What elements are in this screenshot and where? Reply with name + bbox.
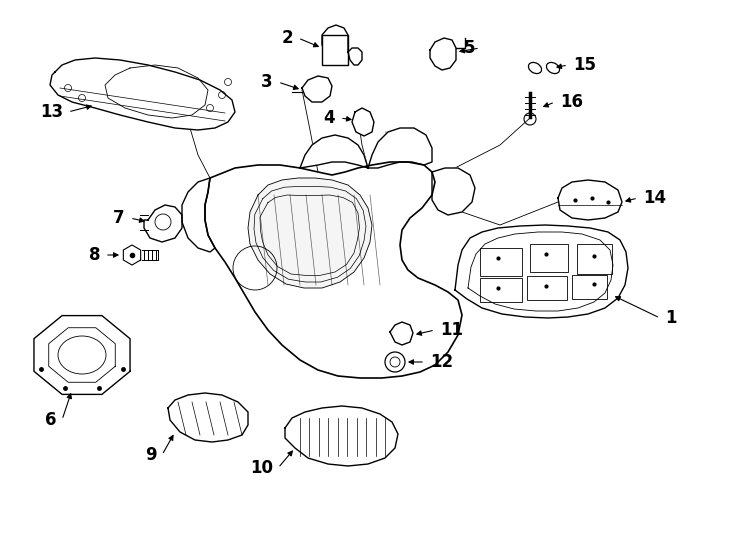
Bar	[577, 244, 612, 274]
Text: 6: 6	[46, 411, 57, 429]
Polygon shape	[368, 128, 432, 168]
Polygon shape	[390, 322, 413, 345]
Text: 12: 12	[430, 353, 453, 371]
Bar	[322, 35, 348, 65]
Polygon shape	[432, 168, 475, 215]
Text: 7: 7	[113, 209, 125, 227]
Text: 5: 5	[463, 39, 475, 57]
Bar	[480, 248, 522, 276]
Polygon shape	[285, 406, 398, 466]
Text: 1: 1	[665, 309, 677, 327]
Bar	[480, 278, 522, 302]
Text: 8: 8	[89, 246, 100, 264]
Polygon shape	[34, 315, 130, 394]
Polygon shape	[168, 393, 248, 442]
Bar	[527, 276, 567, 300]
Bar	[530, 244, 568, 272]
Polygon shape	[248, 178, 372, 288]
Text: 3: 3	[261, 73, 273, 91]
Polygon shape	[205, 162, 462, 378]
Polygon shape	[352, 108, 374, 136]
Polygon shape	[430, 38, 456, 70]
Polygon shape	[50, 58, 235, 130]
Polygon shape	[558, 180, 622, 220]
Polygon shape	[182, 178, 215, 252]
Polygon shape	[302, 76, 332, 102]
Text: 11: 11	[440, 321, 463, 339]
Text: 13: 13	[40, 103, 63, 121]
Bar	[572, 275, 607, 299]
Text: 15: 15	[573, 56, 596, 74]
Polygon shape	[455, 225, 628, 318]
Text: 16: 16	[560, 93, 583, 111]
Text: 14: 14	[643, 189, 666, 207]
Polygon shape	[300, 135, 368, 168]
Text: 9: 9	[145, 446, 157, 464]
Text: 10: 10	[250, 459, 273, 477]
Polygon shape	[123, 245, 141, 265]
Text: 4: 4	[324, 109, 335, 127]
Text: 2: 2	[281, 29, 293, 47]
Polygon shape	[144, 205, 182, 242]
